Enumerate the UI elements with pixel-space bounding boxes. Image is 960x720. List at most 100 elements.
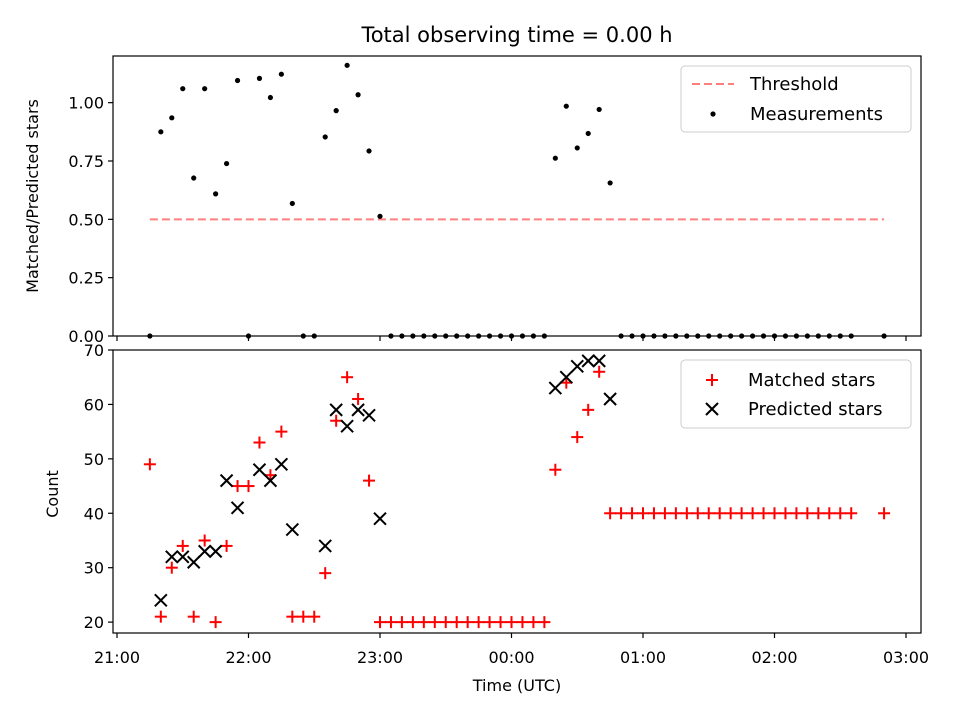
matched-legend-label: Matched stars <box>748 370 875 391</box>
matched-star-point <box>275 425 288 438</box>
top-y-tick-label: 0.25 <box>68 269 104 288</box>
matched-star-point <box>209 616 222 629</box>
matched-star-point <box>505 616 518 629</box>
matched-star-point <box>812 507 825 520</box>
threshold-legend-label: Threshold <box>749 74 839 95</box>
bottom-axes: 20 30 40 50 60 70 21:00 22:00 23:00 00:00 01:00 02:… <box>84 341 929 667</box>
matched-star-point <box>483 616 496 629</box>
matched-star-point <box>626 507 639 520</box>
matched-star-point <box>319 567 332 580</box>
predicted-star-point <box>329 403 343 417</box>
top-y-tick-label: 0.00 <box>68 327 104 346</box>
predicted-star-point <box>219 473 234 488</box>
predicted-star-point <box>263 473 278 488</box>
matched-star-point <box>176 539 189 552</box>
matched-star-point <box>363 474 376 487</box>
measurement-point <box>322 134 328 140</box>
matched-star-point <box>286 610 299 623</box>
measurements-legend-swatch <box>710 111 716 117</box>
matched-star-point <box>450 616 463 629</box>
measurement-point <box>213 191 219 197</box>
matched-star-point <box>165 561 178 574</box>
top-y-tick-label: 0.75 <box>68 152 104 171</box>
bottom-y-tick-label: 60 <box>84 395 104 414</box>
matched-star-point <box>143 458 156 471</box>
predicted-star-point <box>230 501 245 515</box>
matched-star-point <box>549 463 562 476</box>
matched-star-point <box>220 539 233 552</box>
measurement-point <box>278 71 284 77</box>
bottom-x-tick-label: 03:00 <box>883 648 929 667</box>
measurement-point <box>377 213 383 219</box>
bottom-legend: Matched stars Predicted stars <box>680 359 912 429</box>
bottom-x-tick-label: 23:00 <box>357 648 403 667</box>
measurement-point <box>607 180 613 186</box>
predicted-star-point <box>285 522 300 537</box>
measurement-point <box>180 86 186 92</box>
predicted-star-point <box>570 359 584 374</box>
measurement-point <box>344 62 350 68</box>
top-data-marks <box>147 62 887 339</box>
matched-star-point <box>779 507 792 520</box>
matched-star-point <box>604 507 617 520</box>
measurement-point <box>234 77 241 84</box>
matched-star-point <box>461 616 474 629</box>
matched-star-point <box>253 436 266 449</box>
predicted-star-point <box>274 457 289 471</box>
matched-star-point <box>264 469 277 482</box>
matched-star-point <box>198 534 211 547</box>
bottom-y-tick-label: 50 <box>84 450 104 469</box>
matched-star-point <box>428 616 441 629</box>
predicted-star-point <box>187 555 201 569</box>
matched-star-point <box>834 507 847 520</box>
top-axes: 0.00 0.25 0.50 0.75 1.00 <box>68 55 922 346</box>
matched-star-point <box>658 507 671 520</box>
measurement-point <box>333 108 339 114</box>
bottom-x-tick-label: 21:00 <box>94 648 140 667</box>
bottom-plot-frame <box>112 349 922 634</box>
matched-star-point <box>702 507 715 520</box>
matched-star-point <box>691 507 704 520</box>
bottom-data-marks <box>143 354 891 629</box>
predicted-star-point <box>340 419 354 433</box>
matched-star-point <box>735 507 748 520</box>
measurement-point <box>585 130 591 137</box>
predicted-star-point <box>351 403 365 417</box>
figure-title: Total observing time = 0.00 h <box>360 23 672 47</box>
bottom-panel: 20 30 40 50 60 70 21:00 22:00 23:00 00:00 01:00 02:… <box>43 341 929 695</box>
top-y-axis-label: Matched/Predicted stars <box>23 99 42 293</box>
predicted-star-point <box>592 354 606 368</box>
matched-star-point <box>560 376 573 389</box>
matched-star-point <box>571 431 584 444</box>
matched-star-point <box>330 414 343 427</box>
predicted-star-point <box>154 593 168 608</box>
measurement-point <box>223 160 230 167</box>
measurement-point <box>191 175 197 181</box>
matched-star-point <box>790 507 803 520</box>
matched-star-point <box>593 365 606 378</box>
top-panel: 0.00 0.25 0.50 0.75 1.00 Matched/Predicted s… <box>23 55 922 346</box>
matched-star-point <box>406 616 419 629</box>
matched-star-point <box>637 507 649 520</box>
matched-star-point <box>538 616 551 629</box>
top-y-tick-label: 1.00 <box>68 94 104 113</box>
matched-star-point <box>669 507 682 520</box>
measurement-point <box>574 145 580 151</box>
bottom-x-tick-label: 22:00 <box>225 648 271 667</box>
matched-star-point <box>845 507 858 520</box>
top-plot-frame <box>112 55 922 337</box>
predicted-star-point <box>252 463 267 477</box>
matched-star-point <box>231 480 244 493</box>
bottom-y-tick-label: 40 <box>84 504 104 523</box>
predicted-star-point <box>603 392 617 406</box>
bottom-y-tick-label: 30 <box>84 559 104 578</box>
predicted-star-point <box>165 550 179 564</box>
top-y-tick-label: 0.50 <box>68 210 104 229</box>
matched-star-point <box>242 480 255 493</box>
predicted-star-point <box>548 381 563 395</box>
matched-star-point <box>341 371 354 384</box>
matched-star-point <box>768 507 781 520</box>
bottom-x-axis-label: Time (UTC) <box>472 676 561 695</box>
matched-star-point <box>308 610 321 623</box>
